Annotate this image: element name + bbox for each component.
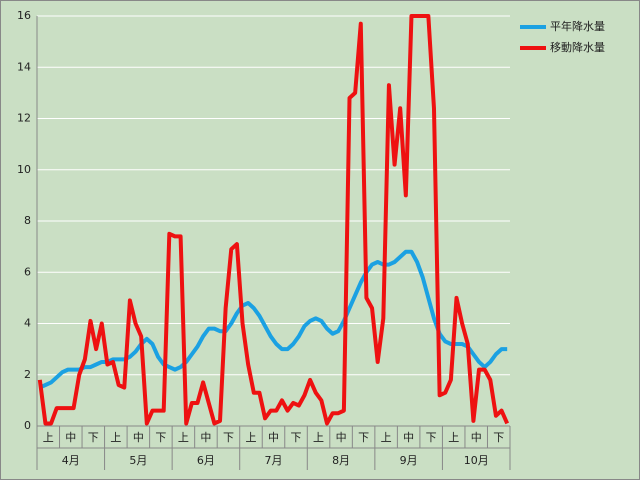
x-tick-label: 上 (110, 431, 121, 444)
y-tick-label: 14 (17, 60, 31, 73)
y-tick-label: 8 (24, 214, 31, 227)
x-tick-label: 下 (426, 431, 437, 444)
x-tick-label: 上 (448, 431, 459, 444)
x-tick-label: 中 (133, 431, 144, 444)
month-label: 7月 (265, 454, 283, 467)
y-tick-label: 6 (24, 265, 31, 278)
x-tick-label: 上 (313, 431, 324, 444)
month-label: 8月 (332, 454, 350, 467)
month-label: 9月 (400, 454, 418, 467)
x-tick-label: 下 (291, 431, 302, 444)
x-tick-label: 上 (43, 431, 54, 444)
x-tick-label: 下 (358, 431, 369, 444)
x-tick-label: 下 (493, 431, 504, 444)
x-tick-label: 中 (65, 431, 76, 444)
month-label: 5月 (129, 454, 147, 467)
month-label: 6月 (197, 454, 215, 467)
x-tick-label: 中 (200, 431, 211, 444)
x-tick-label: 下 (223, 431, 234, 444)
legend-label: 平年降水量 (550, 19, 605, 33)
y-tick-label: 0 (24, 419, 31, 432)
y-tick-label: 4 (24, 317, 31, 330)
y-tick-label: 16 (17, 9, 31, 22)
y-tick-label: 12 (17, 112, 31, 125)
x-tick-label: 上 (245, 431, 256, 444)
x-tick-label: 中 (403, 431, 414, 444)
series-line (37, 14, 510, 426)
x-tick-label: 上 (178, 431, 189, 444)
legend-label: 移動降水量 (550, 40, 605, 54)
x-tick-label: 上 (381, 431, 392, 444)
x-tick-label: 下 (88, 431, 99, 444)
y-tick-label: 2 (24, 368, 31, 381)
series-line (38, 249, 508, 390)
x-tick-label: 中 (268, 431, 279, 444)
x-tick-label: 中 (471, 431, 482, 444)
month-label: 4月 (62, 454, 80, 467)
x-tick-label: 下 (155, 431, 166, 444)
x-tick-label: 中 (336, 431, 347, 444)
y-tick-label: 10 (17, 163, 31, 176)
month-label: 10月 (464, 454, 489, 467)
